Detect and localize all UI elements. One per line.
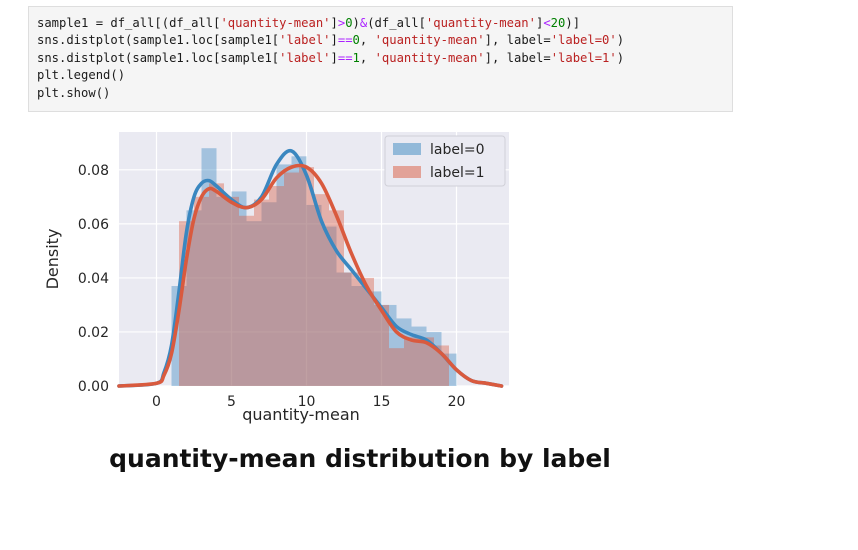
histogram-bar-label0 bbox=[231, 191, 247, 386]
y-tick-label: 0.04 bbox=[78, 271, 109, 287]
histogram-bar-label0 bbox=[441, 353, 457, 386]
y-tick-label: 0.00 bbox=[78, 379, 109, 395]
histogram-bar-label1 bbox=[239, 215, 254, 386]
histogram-bar-label1 bbox=[329, 210, 344, 386]
code-token: ] bbox=[535, 16, 544, 30]
code-token: ) bbox=[616, 50, 625, 65]
histogram-bar-label0 bbox=[186, 210, 202, 386]
x-tick-label: 0 bbox=[152, 394, 161, 410]
histogram-bar-label1 bbox=[389, 348, 404, 386]
y-tick-label: 0.06 bbox=[78, 217, 109, 233]
code-token: sns.distplot(sample1.loc[sample1[ bbox=[37, 50, 280, 65]
code-cell[interactable]: sample1 = df_all[(df_all['quantity-mean'… bbox=[28, 6, 733, 112]
legend-swatch-label1 bbox=[393, 166, 421, 178]
code-token: ) bbox=[352, 16, 360, 30]
histogram-bar-label0 bbox=[276, 164, 292, 386]
histogram-bar-label1 bbox=[254, 199, 269, 386]
code-token: 'quantity-mean' bbox=[425, 16, 536, 30]
code-token: )] bbox=[565, 16, 581, 30]
code-token: , bbox=[359, 50, 375, 65]
code-token: ) bbox=[616, 33, 625, 48]
code-token: 'label=1' bbox=[550, 50, 617, 65]
code-token: ] bbox=[330, 50, 338, 65]
code-token: == bbox=[337, 50, 353, 65]
histogram-bar-label0 bbox=[351, 286, 367, 386]
code-line: sample1 = df_all[(df_all['quantity-mean'… bbox=[37, 15, 732, 32]
code-line: plt.legend() bbox=[37, 67, 732, 84]
x-tick-label: 20 bbox=[448, 394, 466, 410]
histogram-bar-label1 bbox=[359, 277, 374, 386]
legend: label=0 label=1 bbox=[384, 135, 506, 187]
histogram-bar-label0 bbox=[306, 204, 322, 386]
legend-swatch-label0 bbox=[393, 143, 421, 155]
histogram-bar-label1 bbox=[194, 196, 209, 386]
histogram-bar-label0 bbox=[201, 148, 217, 386]
x-axis-label: quantity-mean bbox=[242, 405, 360, 424]
histogram-bar-label1 bbox=[284, 172, 299, 386]
code-token: 20 bbox=[550, 16, 566, 30]
y-tick-label: 0.02 bbox=[78, 325, 109, 341]
x-tick-label: 15 bbox=[373, 394, 391, 410]
density-chart: 0.00 0.02 0.04 0.06 0.08 0 5 10 15 20 Density qu… bbox=[43, 132, 509, 424]
code-token: 'quantity-mean' bbox=[374, 50, 485, 65]
histogram-bar-label1 bbox=[374, 304, 389, 386]
code-token: > bbox=[337, 16, 346, 30]
code-line: sns.distplot(sample1.loc[sample1['label'… bbox=[37, 50, 732, 67]
histogram-bar-label0 bbox=[246, 221, 262, 386]
code-token: sns.distplot(sample1.loc[sample1[ bbox=[37, 33, 280, 48]
code-token: ], label= bbox=[484, 33, 551, 48]
histogram-bar-label1 bbox=[344, 272, 359, 386]
code-token: & bbox=[359, 16, 368, 30]
code-token: , bbox=[359, 33, 375, 48]
code-token: sample1 = df_all[(df_all[ bbox=[37, 16, 221, 30]
code-token: ] bbox=[330, 16, 338, 30]
figure: 0.00 0.02 0.04 0.06 0.08 0 5 10 15 20 Density qu… bbox=[35, 120, 520, 431]
legend-label1: label=1 bbox=[430, 165, 485, 181]
code-token: 'quantity-mean' bbox=[220, 16, 331, 30]
code-line: plt.show() bbox=[37, 85, 732, 102]
code-token: 'quantity-mean' bbox=[374, 33, 485, 48]
histogram-bar-label0 bbox=[216, 196, 232, 386]
code-token: 0 bbox=[352, 33, 360, 48]
histogram-bar-label0 bbox=[261, 202, 277, 386]
y-axis-label: Density bbox=[43, 229, 62, 290]
histogram-bar-label1 bbox=[314, 194, 329, 386]
code-block: sample1 = df_all[(df_all['quantity-mean'… bbox=[37, 15, 732, 102]
histogram-bar-label0 bbox=[336, 272, 352, 386]
code-token: 1 bbox=[352, 50, 360, 65]
x-tick-label: 5 bbox=[227, 394, 236, 410]
code-token: 'label=0' bbox=[550, 33, 617, 48]
code-token: < bbox=[543, 16, 551, 30]
y-tick-label: 0.08 bbox=[78, 163, 109, 179]
code-token: 'label' bbox=[279, 50, 331, 65]
histogram-bar-label1 bbox=[269, 186, 284, 386]
code-token: ] bbox=[330, 33, 338, 48]
code-token: 'label' bbox=[279, 33, 331, 48]
histogram-bar-label1 bbox=[419, 337, 434, 386]
histogram-bar-label1 bbox=[224, 196, 239, 386]
kde-line-label1 bbox=[117, 163, 504, 388]
code-token: ], label= bbox=[484, 50, 551, 65]
histogram-bar-label1 bbox=[299, 167, 314, 386]
legend-label0: label=0 bbox=[430, 142, 485, 158]
histogram-bar-label0 bbox=[366, 291, 382, 386]
x-tick-label: 10 bbox=[298, 394, 316, 410]
code-token: 0 bbox=[345, 16, 353, 30]
code-token: plt.legend() bbox=[37, 68, 126, 83]
histogram-bar-label1 bbox=[209, 183, 224, 386]
histogram-bar-label0 bbox=[291, 156, 307, 386]
figure-caption: quantity-mean distribution by label bbox=[109, 444, 611, 473]
code-token: plt.show() bbox=[37, 85, 111, 100]
histogram-bar-label0 bbox=[321, 226, 337, 386]
histogram-bar-label1 bbox=[404, 337, 419, 386]
code-line: sns.distplot(sample1.loc[sample1['label'… bbox=[37, 32, 732, 49]
code-token: == bbox=[337, 33, 353, 48]
code-token: (df_all[ bbox=[367, 16, 426, 30]
